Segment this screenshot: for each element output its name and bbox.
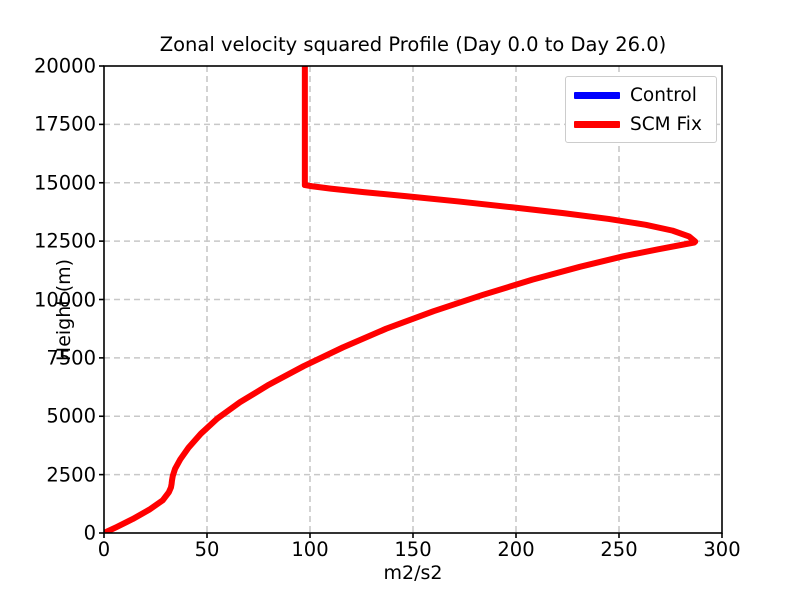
- x-tick-label: 50: [194, 538, 220, 561]
- y-tick-label: 20000: [33, 54, 96, 78]
- legend-label-scm-fix: SCM Fix: [630, 113, 702, 135]
- legend-swatch-control: [574, 91, 620, 99]
- x-tick-label: 100: [291, 538, 329, 561]
- x-tick-label: 200: [497, 538, 535, 561]
- y-tick-label: 5000: [46, 404, 96, 428]
- x-tick-label: 0: [97, 538, 111, 561]
- x-tick-label: 250: [600, 538, 638, 561]
- x-tick-label: 150: [394, 538, 432, 561]
- y-axis-tick-labels: 0 2500 5000 7500 10000 12500 15000 17500 20000: [0, 0, 96, 600]
- y-tick-label: 10000: [33, 288, 96, 311]
- y-tick-label: 12500: [33, 229, 96, 253]
- legend-entry-scm-fix[interactable]: SCM Fix: [574, 110, 702, 138]
- x-axis-label: m2/s2: [383, 562, 443, 584]
- y-tick-label: 0: [83, 521, 96, 545]
- legend-swatch-scm-fix: [574, 120, 620, 128]
- y-tick-label: 15000: [33, 171, 96, 195]
- chart-title: Zonal velocity squared Profile (Day 0.0 …: [159, 33, 667, 56]
- legend-entry-control[interactable]: Control: [574, 81, 697, 109]
- legend[interactable]: Control SCM Fix: [565, 76, 717, 143]
- y-tick-label: 7500: [46, 346, 96, 370]
- x-tick-label: 300: [703, 538, 741, 561]
- y-tick-label: 2500: [46, 463, 96, 487]
- y-axis-label: Height (m): [53, 258, 75, 362]
- y-tick-label: 17500: [33, 112, 96, 136]
- legend-label-control: Control: [630, 84, 697, 106]
